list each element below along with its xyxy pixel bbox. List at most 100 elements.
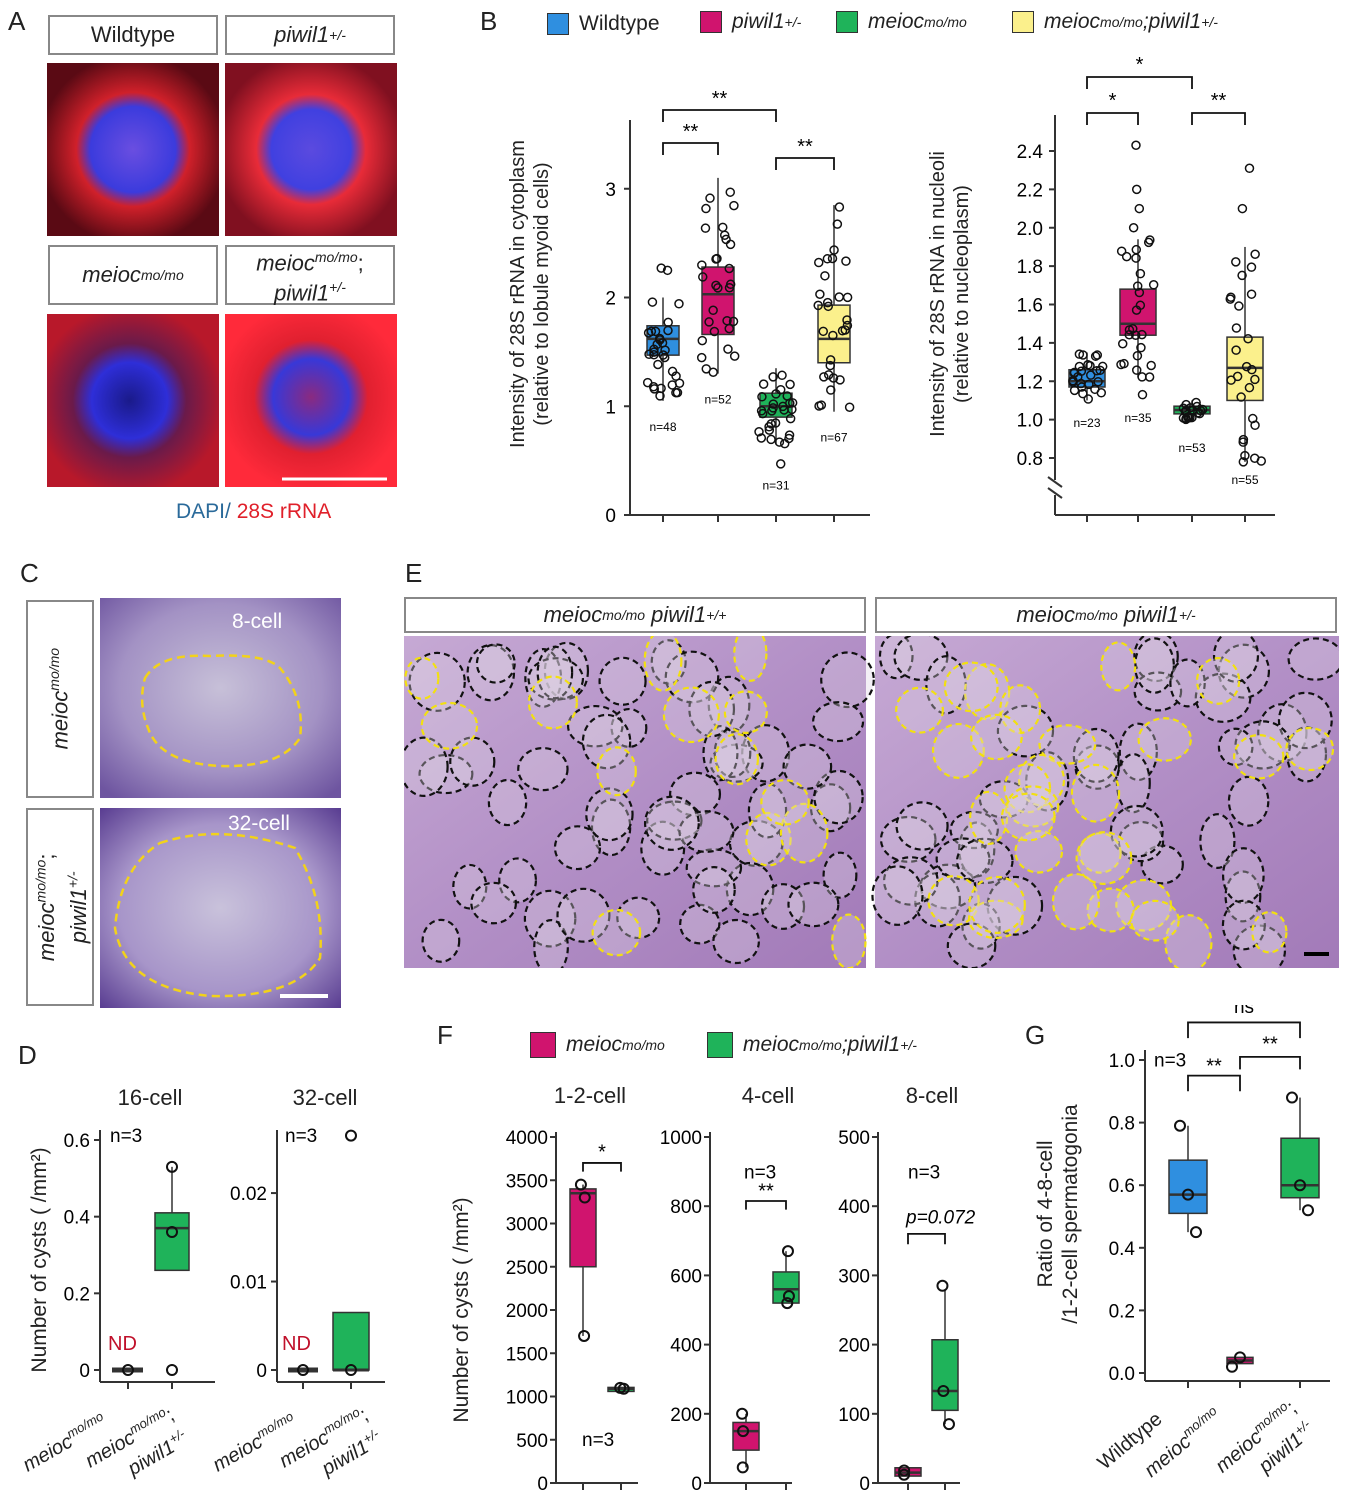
b-left-point: [767, 406, 777, 416]
b-left-point: [825, 360, 836, 371]
d-title-32: 32-cell: [292, 1085, 358, 1110]
label-e-right: meioc mo/mo piwil1 +/-: [875, 597, 1337, 633]
e-left-cyst-black: [809, 783, 852, 833]
e-right-cyst-yellow: [1100, 641, 1137, 692]
b-right-point: [1096, 388, 1107, 398]
e-left-cyst-black: [812, 701, 865, 743]
chart-d: 0 0.2 0.4 0.6 n=3 ND 0 0.01 0.02 n=3 ND: [64, 1126, 385, 1389]
e-right-cyst-black: [1221, 899, 1266, 951]
e-right-cyst-black: [1217, 643, 1271, 699]
f-title-8: 8-cell: [905, 1083, 959, 1108]
e-left-cyst-black: [536, 645, 574, 700]
f12-ytick-label: 2000: [506, 1301, 548, 1322]
f8-ytick-label: 300: [838, 1266, 870, 1287]
g-ytick-label: 0.8: [1109, 1114, 1135, 1135]
f8-ytick-label: 400: [838, 1197, 870, 1218]
g-ytick-label: 1.0: [1109, 1051, 1135, 1072]
e-left-cyst-black: [643, 795, 700, 851]
b-left-point: [725, 187, 736, 197]
d-title-16: 16-cell: [117, 1085, 183, 1110]
e-right-cyst-yellow: [1075, 831, 1133, 885]
b-left-point: [650, 326, 661, 337]
b-left-point: [713, 283, 723, 293]
e-left-cyst-black: [475, 643, 516, 684]
b-left-point: [787, 398, 798, 408]
e-left-cyst-yellow: [662, 686, 720, 744]
label-piwil1: piwil1 +/-: [225, 15, 395, 55]
e-right-cyst-yellow: [1003, 763, 1052, 814]
b-left-point: [784, 430, 795, 440]
b-right-sig-bracket: [1086, 112, 1139, 125]
b-right-point: [1236, 392, 1246, 402]
e-right-cyst-yellow: [968, 875, 1026, 934]
b-left-point: [826, 385, 836, 395]
b-left-ytick-label: 0: [605, 506, 616, 527]
b-right-point: [1231, 323, 1242, 333]
e-left-cyst-yellow: [527, 675, 578, 730]
d16-ytick-label: 0.6: [64, 1131, 90, 1152]
b-right-ytick-label: 0.8: [1017, 449, 1043, 470]
e-left-cyst-black: [421, 918, 461, 963]
caption-c-bottom: 32-cell: [228, 812, 290, 835]
f12-point: [574, 1178, 587, 1191]
cyst-outline-8cell: [140, 654, 302, 768]
b-right-point: [1131, 244, 1142, 255]
b-right-point: [1237, 270, 1247, 281]
b-left-n-label: n=31: [762, 478, 789, 492]
g-ytick-label: 0.2: [1109, 1301, 1135, 1322]
b-right-point: [1241, 361, 1252, 372]
b-right-point: [1069, 368, 1079, 378]
e-right-cyst-black: [1194, 672, 1252, 723]
d16-point: [166, 1226, 178, 1238]
e-left-cyst-black: [566, 704, 624, 748]
e-left-cyst-black: [487, 778, 528, 827]
e-left-cyst-yellow: [404, 656, 440, 700]
e-left-cyst-yellow: [760, 779, 810, 826]
b-right-point: [1078, 388, 1088, 399]
b-right-n-label: n=35: [1124, 411, 1151, 425]
micrograph-row2: [47, 314, 397, 487]
b-left-point: [644, 349, 654, 360]
panel-a-letter: A: [8, 6, 26, 36]
e-right-cyst-black: [1221, 847, 1265, 904]
f12-sig-bracket: [582, 1162, 622, 1172]
legend-b-4: meioc mo/mo ;piwil1 +/-: [1012, 10, 1218, 34]
f4-point: [736, 1407, 749, 1420]
b-left-point: [725, 279, 736, 290]
b-right-point: [1187, 412, 1197, 423]
b-left-point: [779, 438, 790, 449]
d16-box-1-box: [154, 1212, 190, 1272]
b-left-point: [766, 434, 776, 445]
e-right-cyst-black: [879, 815, 937, 863]
e-right-cyst-yellow: [1006, 785, 1060, 828]
b-left-point: [758, 379, 769, 389]
b-left-point: [652, 339, 662, 350]
b-left-point: [813, 300, 823, 311]
e-right-cyst-black: [878, 636, 914, 680]
b-left-point: [646, 326, 657, 337]
b-right-point: [1074, 361, 1085, 372]
e-left-cyst-yellow: [831, 913, 867, 968]
f12-ytick-label: 500: [516, 1431, 548, 1452]
b-left-point: [701, 364, 712, 374]
g-point: [1294, 1179, 1306, 1192]
e-left-cyst-yellow: [714, 733, 759, 786]
b-right-point: [1146, 360, 1156, 371]
b-right-point: [1116, 246, 1127, 256]
b-right-point: [1226, 375, 1236, 385]
g-point: [1190, 1226, 1202, 1239]
d16-point: [166, 1364, 178, 1376]
b-right-point: [1121, 251, 1132, 262]
f12-ytick-label: 3500: [506, 1171, 548, 1192]
g-box-0-box: [1168, 1159, 1208, 1215]
b-right-sig-bracket: [1191, 112, 1246, 125]
b-right-point: [1234, 301, 1244, 311]
e-left-cyst-black: [692, 866, 736, 914]
f12-ytick-label: 0: [537, 1474, 548, 1495]
b-left-outlier: [775, 459, 786, 469]
e-left-cyst-yellow: [779, 802, 829, 864]
f-title-12: 1-2-cell: [553, 1083, 627, 1108]
b-left-point: [822, 254, 833, 264]
panel-c-letter: C: [20, 558, 39, 588]
b-left-point: [711, 280, 721, 291]
